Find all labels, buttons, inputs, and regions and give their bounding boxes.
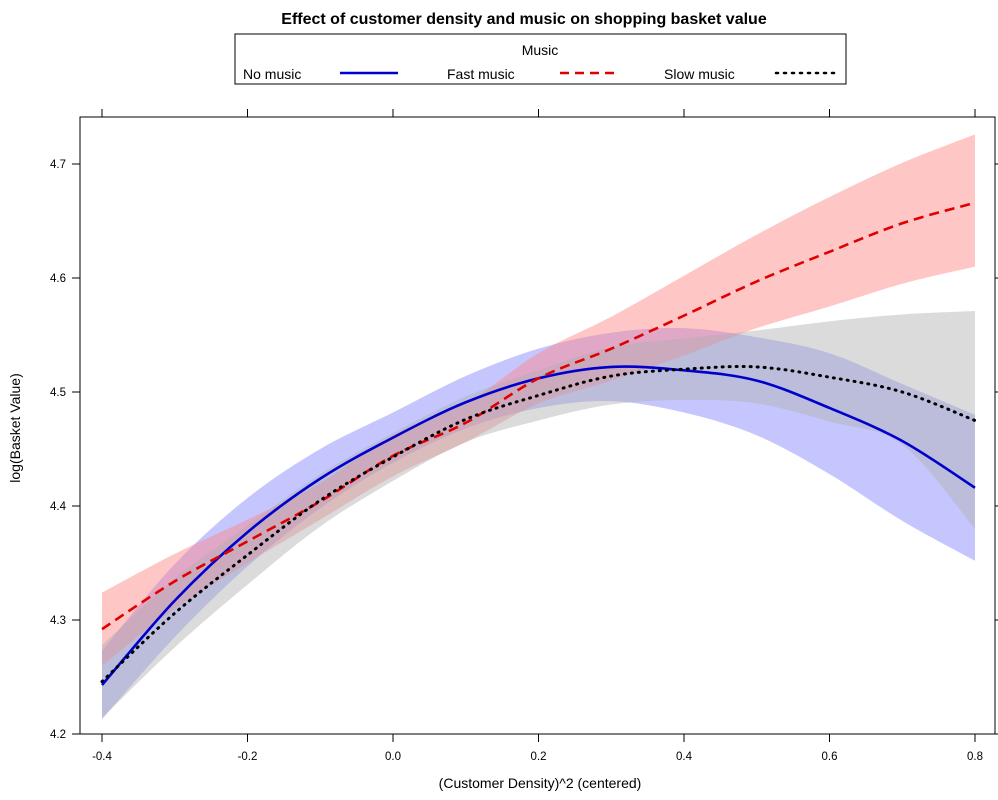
x-tick-label: -0.4 (92, 751, 112, 763)
plot-frame (79, 116, 996, 735)
y-axis-label: log(Basket Value) (7, 373, 23, 482)
x-tick-label: -0.2 (238, 751, 258, 763)
band-no-music (102, 327, 975, 720)
y-tick-label: 4.2 (50, 729, 66, 741)
band-fast-music (102, 134, 975, 666)
confidence-bands (102, 134, 975, 720)
chart-title: Effect of customer density and music on … (281, 11, 767, 28)
x-tick-label: 0.2 (531, 751, 547, 763)
line-slow-music (100, 364, 977, 684)
x-axis-label: (Customer Density)^2 (centered) (439, 775, 642, 791)
x-axis: -0.4 -0.2 0.0 0.2 0.4 0.6 0.8 (92, 109, 983, 763)
x-tick-label: 0.8 (967, 751, 983, 763)
y-tick-label: 4.3 (50, 615, 66, 627)
legend-box (234, 33, 847, 85)
line-no-music (101, 365, 976, 686)
x-tick-label: 0.6 (822, 751, 838, 763)
x-tick-label: 0.4 (676, 751, 693, 763)
series-lines (100, 201, 977, 686)
y-tick-label: 4.7 (50, 159, 66, 171)
y-tick-label: 4.4 (50, 501, 67, 513)
line-fast-music (101, 201, 976, 631)
band-slow-music (102, 311, 975, 719)
y-tick-label: 4.5 (50, 387, 66, 399)
legend-title: Music (522, 42, 559, 58)
y-tick-label: 4.6 (50, 273, 66, 285)
x-tick-label: 0.0 (385, 751, 401, 763)
legend-label-fast-music: Fast music (447, 66, 515, 82)
legend-label-no-music: No music (243, 66, 301, 82)
legend: Music No music Fast music Slow music (234, 33, 847, 85)
y-axis: 4.2 4.3 4.4 4.5 4.6 4.7 (50, 159, 998, 741)
legend-label-slow-music: Slow music (664, 66, 735, 82)
